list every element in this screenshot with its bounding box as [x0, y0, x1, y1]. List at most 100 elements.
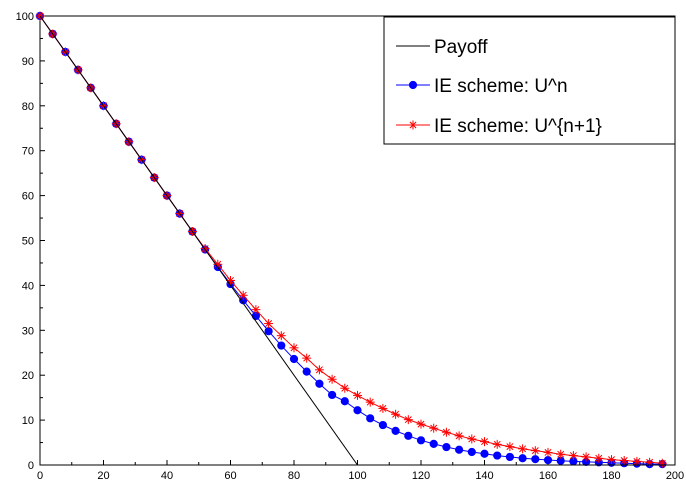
series-layer [35, 11, 675, 469]
data-point-d2 [557, 450, 565, 458]
data-point-d2 [214, 260, 222, 268]
y-tick-label: 60 [22, 191, 34, 203]
data-point-d2 [353, 391, 362, 399]
data-point [366, 414, 375, 423]
data-point [340, 397, 349, 406]
series-0 [39, 15, 675, 466]
data-point [391, 426, 400, 435]
data-point-d2 [430, 424, 438, 432]
y-tick-label: 100 [16, 11, 34, 23]
data-point [416, 419, 426, 429]
data-point-d2 [569, 452, 577, 460]
x-tick-label: 180 [602, 470, 620, 482]
y-tick-label: 50 [22, 236, 34, 248]
data-point [314, 365, 324, 375]
data-point-d2 [404, 416, 412, 424]
data-point-d2 [646, 458, 654, 466]
data-point [340, 383, 350, 393]
data-point [429, 423, 439, 433]
data-point [518, 454, 527, 463]
data-point [378, 403, 388, 413]
data-point [442, 442, 451, 452]
data-point [480, 449, 489, 458]
data-point [492, 439, 502, 449]
data-point [328, 390, 337, 400]
legend: Payoff IE scheme: U^n IE scheme: U^{n+1} [383, 16, 676, 145]
x-tick-label: 80 [288, 470, 300, 482]
data-point [327, 374, 337, 384]
data-point [315, 379, 324, 388]
data-point-d2 [341, 384, 349, 392]
data-point-d2 [252, 306, 260, 314]
legend-box [383, 16, 676, 145]
data-point-d2 [633, 457, 641, 465]
data-point [302, 353, 312, 363]
x-tick-label: 60 [224, 470, 236, 482]
y-tick-label: 0 [28, 460, 34, 472]
data-point-d2 [392, 410, 400, 418]
data-point [429, 439, 438, 448]
y-tick-label: 10 [22, 415, 34, 427]
data-point-d2 [366, 398, 374, 406]
data-point [277, 341, 286, 350]
data-point-d2 [607, 456, 616, 464]
data-point-d2 [315, 366, 323, 374]
data-point [581, 452, 591, 462]
data-point [378, 420, 387, 430]
data-point-d2 [277, 332, 285, 340]
data-point [518, 444, 528, 454]
y-tick-label: 90 [22, 56, 34, 68]
legend-label: IE scheme: U^{n+1} [434, 116, 602, 137]
legend-marker-2-d2 [409, 121, 417, 129]
data-point-d2 [265, 320, 273, 328]
data-point [543, 447, 553, 457]
data-point [353, 390, 362, 400]
data-point [365, 397, 375, 407]
data-point [480, 437, 489, 447]
data-point-d2 [544, 448, 552, 456]
data-point [632, 456, 642, 466]
data-point-d2 [201, 245, 209, 253]
data-point [302, 367, 311, 376]
data-point [594, 453, 604, 463]
legend-marker-2 [408, 120, 418, 130]
data-point-d2 [468, 435, 476, 443]
data-point [531, 455, 540, 464]
data-point [289, 354, 299, 364]
legend-label: Payoff [434, 37, 488, 58]
data-point [251, 305, 261, 315]
data-point-d2 [239, 291, 247, 299]
data-point [493, 451, 502, 460]
data-point-d2 [442, 428, 450, 436]
y-tick-label: 20 [22, 370, 34, 382]
data-point [455, 445, 464, 454]
data-point [391, 409, 401, 419]
x-tick-label: 120 [412, 470, 430, 482]
data-point [353, 406, 362, 415]
data-point [441, 427, 451, 437]
data-point-d2 [493, 440, 501, 448]
data-point-d2 [290, 344, 298, 352]
data-point [404, 431, 413, 440]
y-tick-label: 70 [22, 146, 34, 158]
data-point-d2 [595, 454, 603, 462]
data-point [556, 449, 566, 459]
data-point [568, 451, 578, 461]
data-point [289, 343, 299, 353]
data-point [505, 442, 515, 452]
data-point [530, 446, 540, 456]
x-tick-label: 200 [666, 470, 684, 482]
x-tick-label: 140 [475, 470, 493, 482]
data-point [505, 452, 514, 462]
data-point [403, 415, 413, 425]
data-point-d2 [303, 354, 311, 362]
data-point [467, 434, 477, 444]
data-point-d2 [531, 447, 539, 455]
y-tick-label: 80 [22, 101, 34, 113]
legend-marker-1 [408, 80, 418, 90]
data-point [416, 436, 426, 445]
data-point [264, 319, 274, 329]
data-point-d2 [417, 420, 425, 428]
data-point-d2 [519, 445, 527, 453]
data-point-d2 [582, 453, 590, 461]
